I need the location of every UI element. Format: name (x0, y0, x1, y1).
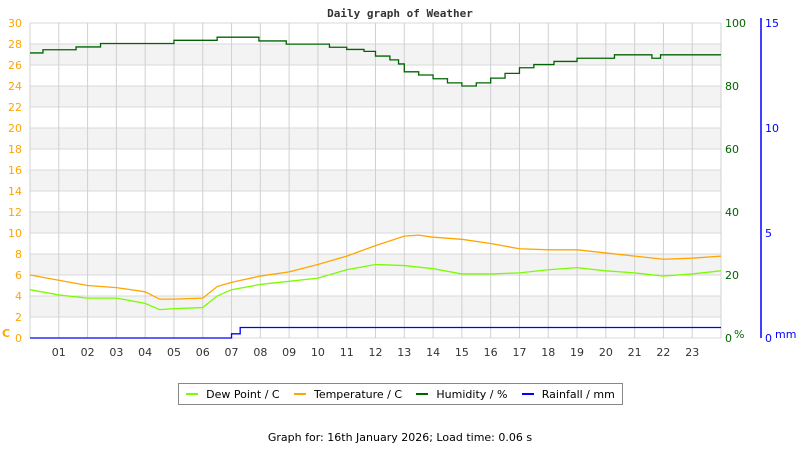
x-tick-label: 07 (225, 346, 239, 359)
x-tick-label: 17 (512, 346, 526, 359)
x-tick-label: 18 (541, 346, 555, 359)
left-tick-label: 28 (8, 38, 22, 51)
left-tick-label: 24 (8, 80, 22, 93)
legend-dew-point: Dew Point / C (186, 387, 280, 401)
legend-swatch (186, 393, 199, 395)
rain-tick-label: 0 (765, 332, 772, 345)
series-line-temperature (29, 234, 722, 300)
legend-label: Temperature / C (313, 387, 403, 401)
legend-label: Dew Point / C (206, 387, 280, 401)
x-tick-label: 03 (109, 346, 123, 359)
x-tick-label: 12 (369, 346, 383, 359)
left-tick-label: 18 (8, 143, 22, 156)
left-tick-label: 22 (8, 101, 22, 114)
left-tick-label: 30 (8, 17, 22, 30)
x-tick-label: 11 (340, 346, 354, 359)
left-tick-label: 16 (8, 164, 22, 177)
x-tick-label: 21 (628, 346, 642, 359)
legend-swatch (416, 393, 429, 395)
rain-tick-label: 10 (765, 122, 779, 135)
left-tick-label: 4 (15, 290, 22, 303)
right-tick-label: 40 (725, 206, 739, 219)
rain-axis-label: mm (775, 328, 796, 341)
x-tick-label: 05 (167, 346, 181, 359)
chart-title: Daily graph of Weather (327, 7, 473, 20)
legend-swatch (293, 393, 306, 395)
left-tick-label: 2 (15, 311, 22, 324)
right-tick-label: 80 (725, 80, 739, 93)
right-axis-label: % (734, 328, 744, 341)
right-tick-label: 100 (725, 17, 746, 30)
footer-text: Graph for: 16th January 2026; Load time:… (267, 431, 533, 444)
legend-rainfall: Rainfall / mm (521, 387, 615, 401)
right-tick-label: 0 (725, 332, 732, 345)
x-tick-label: 16 (484, 346, 498, 359)
legend-humidity: Humidity / % (416, 388, 507, 401)
series-line-humidity (30, 36, 721, 87)
legend-swatch (521, 393, 534, 395)
legend-label: Rainfall / mm (541, 387, 615, 401)
x-tick-label: 19 (570, 346, 584, 359)
legend: Dew Point / C Temperature / C Humidity /… (178, 383, 623, 405)
x-tick-label: 01 (52, 346, 66, 359)
legend-temperature: Temperature / C (293, 387, 403, 401)
x-tick-label: 22 (656, 346, 670, 359)
legend-label: Humidity / % (436, 387, 508, 401)
x-tick-label: 15 (455, 346, 469, 359)
x-tick-label: 13 (397, 346, 411, 359)
right-tick-label: 60 (725, 143, 739, 156)
x-tick-label: 09 (282, 346, 296, 359)
x-tick-label: 14 (426, 346, 440, 359)
left-tick-label: 0 (15, 332, 22, 345)
x-tick-label: 02 (81, 346, 95, 359)
x-tick-label: 20 (599, 346, 613, 359)
x-tick-label: 23 (685, 346, 699, 359)
left-axis-label: C (2, 327, 10, 340)
left-tick-label: 8 (15, 248, 22, 261)
left-tick-label: 12 (8, 206, 22, 219)
right-tick-label: 20 (725, 269, 739, 282)
rain-tick-label: 5 (765, 227, 772, 240)
series-line-dew (29, 263, 722, 311)
left-tick-label: 26 (8, 59, 22, 72)
x-tick-label: 10 (311, 346, 325, 359)
x-tick-label: 06 (196, 346, 210, 359)
series-line-rainfall (30, 326, 721, 339)
left-tick-label: 10 (8, 227, 22, 240)
rain-tick-label: 15 (765, 17, 779, 30)
x-tick-label: 08 (253, 346, 267, 359)
x-tick-label: 04 (138, 346, 152, 359)
left-tick-label: 6 (15, 269, 22, 282)
left-tick-label: 14 (8, 185, 22, 198)
left-tick-label: 20 (8, 122, 22, 135)
